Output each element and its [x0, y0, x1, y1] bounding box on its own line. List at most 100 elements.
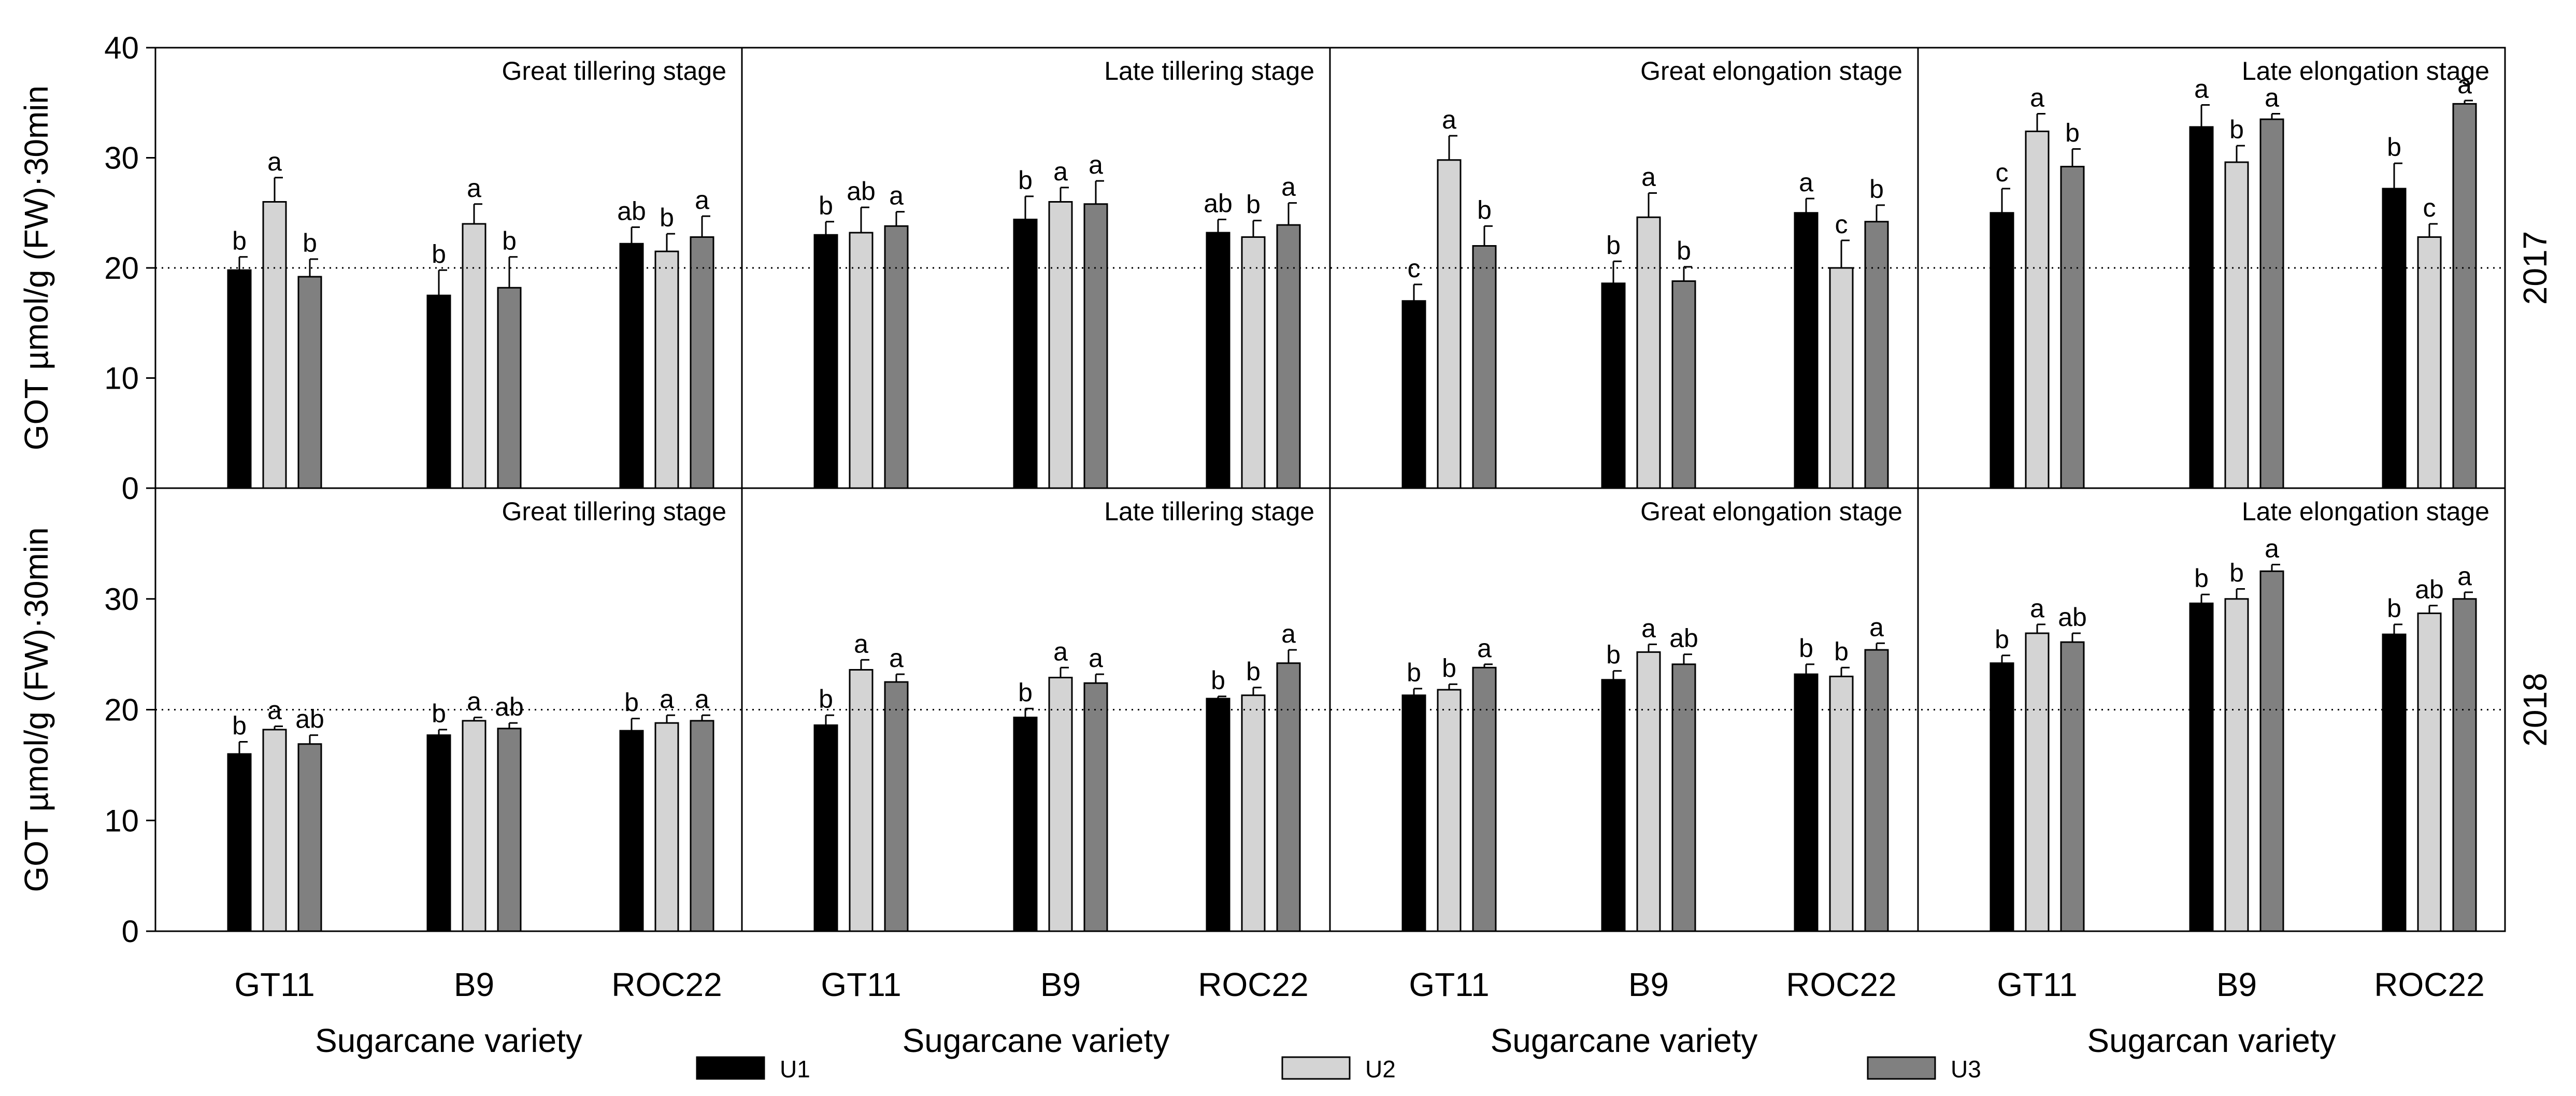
significance-label: a — [2194, 75, 2209, 104]
significance-label: b — [502, 226, 517, 255]
significance-label: ab — [1669, 624, 1698, 653]
bar — [2417, 236, 2442, 489]
significance-label: ab — [2058, 603, 2087, 632]
bar — [849, 232, 874, 489]
bar — [1671, 663, 1696, 932]
significance-label: b — [1799, 634, 1813, 663]
significance-label: a — [2265, 83, 2279, 112]
x-axis-label: Sugarcane variety — [315, 1022, 582, 1059]
bar — [2025, 131, 2050, 489]
x-category-label: GT11 — [1997, 966, 2077, 1003]
panel-title: Great elongation stage — [1640, 56, 1902, 86]
bar — [1241, 694, 1266, 932]
significance-label: ab — [847, 177, 876, 206]
bar — [1437, 689, 1462, 932]
significance-label: a — [467, 687, 481, 716]
significance-label: a — [2265, 534, 2279, 563]
bar — [1601, 679, 1626, 932]
x-axis-label: Sugarcan variety — [2087, 1022, 2336, 1059]
significance-label: b — [819, 191, 833, 220]
significance-label: ab — [495, 692, 524, 721]
bar — [1206, 232, 1230, 489]
panel-title: Late tillering stage — [1104, 497, 1314, 526]
bar — [2259, 570, 2284, 932]
bar — [884, 225, 909, 489]
y-tick-label: 10 — [104, 361, 139, 396]
bar — [2189, 126, 2214, 489]
bar — [227, 753, 252, 932]
y-axis-label: GOT µmol/g (FW)·30min — [18, 527, 55, 892]
significance-label: b — [303, 229, 317, 258]
bar — [1083, 203, 1108, 489]
panel-title: Late elongation stage — [2242, 497, 2489, 526]
significance-label: b — [660, 203, 674, 232]
bar — [690, 236, 714, 489]
bar — [262, 729, 287, 932]
bar — [497, 728, 522, 932]
bar — [297, 276, 322, 489]
significance-label: c — [1835, 210, 1848, 239]
bar — [1794, 212, 1819, 489]
significance-label: a — [889, 644, 904, 673]
significance-label: ab — [1204, 189, 1233, 218]
y-tick-label: 10 — [104, 803, 139, 838]
x-axis-label: Sugarcane variety — [1491, 1022, 1758, 1059]
significance-label: a — [1089, 150, 1103, 179]
bar — [2382, 633, 2407, 932]
significance-label: b — [2387, 594, 2401, 623]
x-category-label: GT11 — [821, 966, 901, 1003]
x-category-label: GT11 — [234, 966, 314, 1003]
bar — [2189, 602, 2214, 932]
bar — [813, 724, 838, 932]
legend-swatch — [1281, 1056, 1351, 1080]
bar — [262, 201, 287, 489]
bar — [1206, 698, 1230, 932]
significance-label: ab — [295, 705, 324, 734]
bar — [2025, 632, 2050, 932]
bar — [2417, 613, 2442, 932]
bar — [813, 234, 838, 489]
y-tick-label: 0 — [122, 914, 139, 949]
legend-label: U1 — [780, 1056, 810, 1083]
significance-label: b — [1995, 625, 2009, 654]
bar — [1048, 677, 1073, 932]
bar — [1437, 159, 1462, 489]
bar — [2224, 161, 2249, 489]
significance-label: a — [1089, 644, 1103, 673]
significance-label: a — [889, 181, 904, 210]
bar — [1829, 267, 1854, 489]
significance-label: a — [1799, 168, 1813, 197]
significance-label: b — [432, 699, 446, 728]
significance-label: a — [854, 629, 868, 658]
significance-label: a — [1869, 613, 1884, 642]
significance-label: a — [1641, 163, 1656, 192]
significance-label: b — [1246, 190, 1261, 219]
significance-label: b — [432, 239, 446, 268]
x-category-label: ROC22 — [1198, 966, 1308, 1003]
significance-label: b — [1477, 195, 1492, 224]
bar — [654, 722, 679, 932]
x-category-label: GT11 — [1409, 966, 1489, 1003]
bar — [2224, 598, 2249, 932]
bar — [227, 269, 252, 489]
legend-label: U3 — [1951, 1056, 1981, 1083]
significance-label: a — [1442, 105, 1456, 134]
bar — [426, 294, 451, 489]
significance-label: a — [1281, 173, 1296, 202]
significance-label: b — [1211, 666, 1225, 695]
bar — [2452, 103, 2477, 489]
y-tick-label: 30 — [104, 582, 139, 617]
significance-label: a — [267, 147, 282, 176]
significance-label: b — [2194, 564, 2209, 593]
bar — [1401, 300, 1426, 489]
bar — [1601, 282, 1626, 489]
significance-label: a — [1477, 634, 1492, 663]
x-category-label: ROC22 — [1786, 966, 1896, 1003]
legend-label: U2 — [1365, 1056, 1396, 1083]
panel-title: Late tillering stage — [1104, 56, 1314, 86]
significance-label: b — [1407, 658, 1421, 687]
bar — [1472, 666, 1497, 932]
x-category-label: B9 — [454, 966, 494, 1003]
y-tick-label: 30 — [104, 141, 139, 176]
